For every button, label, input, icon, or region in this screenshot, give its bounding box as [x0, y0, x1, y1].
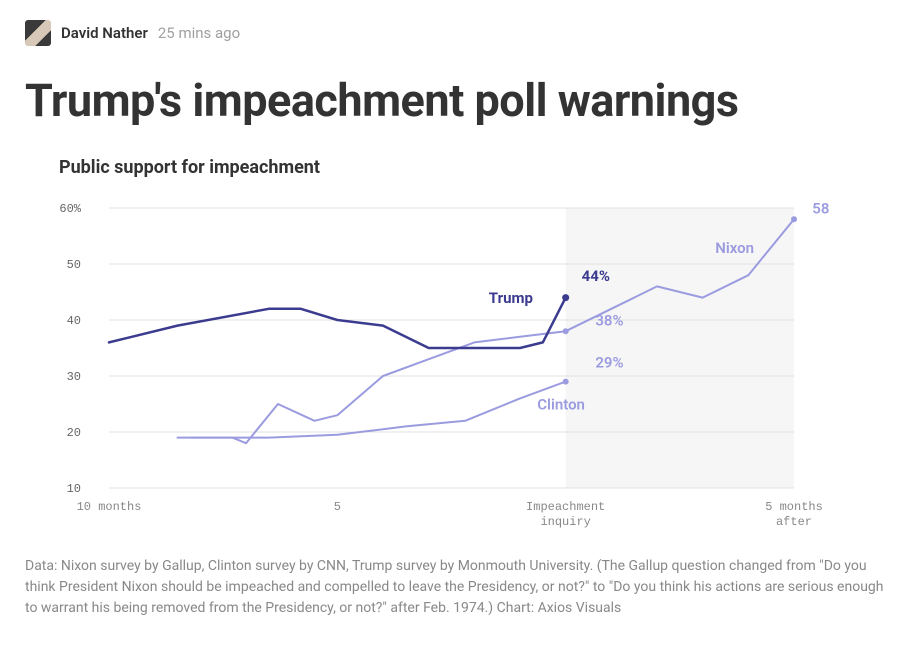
x-tick-label: 10 months — [77, 500, 142, 514]
chart-title: Public support for impeachment — [59, 157, 888, 178]
series-end-marker — [791, 216, 797, 222]
series-label: Clinton — [537, 396, 585, 414]
y-tick-label: 60% — [59, 202, 81, 216]
y-tick-label: 30 — [67, 370, 81, 384]
y-tick-label: 40 — [67, 314, 81, 328]
page-title: Trump's impeachment poll warnings — [25, 74, 888, 127]
series-label: Nixon — [715, 239, 754, 257]
avatar[interactable] — [25, 20, 51, 46]
series-mid-value: 38% — [595, 312, 623, 330]
inquiry-band — [566, 208, 794, 488]
x-tick-label: inquiry — [540, 515, 590, 529]
x-tick-label: Impeachment — [526, 500, 605, 514]
series-end-marker — [563, 379, 569, 385]
x-tick-label: after — [776, 515, 812, 529]
impeachment-chart: 10 20 30 40 50 60% 10 months 5 Impeachmentinquir… — [59, 198, 829, 538]
x-tick-label: 5 — [334, 500, 341, 514]
series-end-value: 58% — [812, 200, 829, 218]
y-tick-label: 50 — [67, 258, 81, 272]
series-end-value: 29% — [595, 354, 623, 372]
source-note: Data: Nixon survey by Gallup, Clinton su… — [25, 556, 888, 619]
y-tick-label: 20 — [67, 426, 81, 440]
series-line-clinton — [178, 382, 566, 438]
author-link[interactable]: David Nather — [61, 24, 148, 42]
series-mid-marker — [563, 328, 569, 334]
series-label: Trump — [489, 289, 533, 307]
x-tick-label: 5 months — [765, 500, 823, 514]
series-end-marker — [562, 294, 569, 301]
article: David Nather 25 mins ago Trump's impeach… — [0, 0, 913, 639]
series-end-value: 44% — [582, 267, 610, 285]
chart-container: Public support for impeachment 10 20 30 40 5… — [25, 157, 888, 538]
timestamp: 25 mins ago — [158, 24, 240, 42]
byline: David Nather 25 mins ago — [25, 20, 888, 46]
y-tick-label: 10 — [67, 482, 81, 496]
